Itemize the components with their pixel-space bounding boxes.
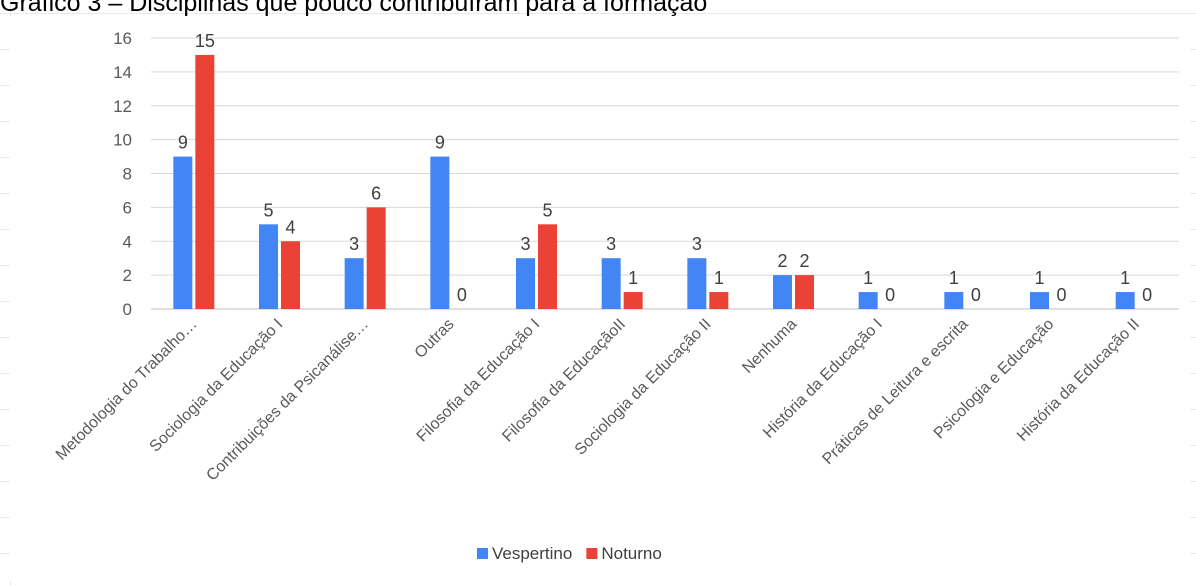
y-tick-label: 6 [123, 198, 132, 217]
bar-noturno [538, 224, 557, 309]
bar-vespertino [173, 156, 193, 309]
bar-vespertino [516, 258, 535, 309]
chart-area: 0 2 4 6 8 10 12 14 16 9 15 Metodologia do Trabalho…… [10, 16, 1190, 581]
data-label: 1 [1120, 268, 1130, 288]
x-category-label: Metodologia do Trabalho… [53, 316, 201, 464]
y-tick-label: 8 [123, 165, 132, 184]
chart-title: Gráfico 3 – Disciplinas que pouco contri… [0, 0, 708, 17]
x-category-label: Nenhuma [739, 316, 800, 377]
bar-noturno [795, 275, 814, 309]
data-label: 5 [542, 200, 552, 220]
bar-noturno [195, 54, 215, 309]
bar-vespertino [944, 292, 964, 309]
bar-vespertino [687, 258, 707, 309]
bar-vespertino [1030, 292, 1049, 309]
data-label: 6 [371, 183, 381, 203]
data-label: 0 [971, 285, 981, 305]
data-label: 15 [195, 31, 215, 51]
x-category-label: Outras [412, 316, 458, 362]
bar-vespertino [259, 224, 278, 309]
y-tick-label: 10 [113, 131, 132, 150]
bar-vespertino [1115, 292, 1135, 309]
y-tick-label: 16 [113, 29, 132, 48]
bar-vespertino [430, 156, 450, 309]
data-label: 0 [1142, 285, 1152, 305]
data-label: 0 [1056, 285, 1066, 305]
bar-vespertino [858, 292, 878, 309]
legend-swatch [586, 548, 598, 559]
legend-label: Noturno [601, 544, 661, 563]
bar-noturno [366, 207, 386, 309]
data-label: 3 [349, 234, 359, 254]
y-tick-label: 4 [123, 232, 132, 251]
data-label: 1 [949, 268, 959, 288]
y-tick-label: 2 [123, 266, 132, 285]
bar-noturno [709, 292, 729, 309]
legend-label: Vespertino [492, 544, 572, 563]
data-label: 1 [1034, 268, 1044, 288]
data-label: 1 [714, 268, 724, 288]
data-label: 4 [285, 217, 295, 237]
data-label: 1 [863, 268, 873, 288]
bar-noturno [623, 292, 643, 309]
bar-noturno [281, 241, 300, 309]
data-label: 3 [520, 234, 530, 254]
bar-vespertino [601, 258, 621, 309]
data-label: 0 [885, 285, 895, 305]
y-tick-label: 12 [113, 97, 132, 116]
data-label: 2 [777, 251, 787, 271]
data-label: 3 [692, 234, 702, 254]
y-tick-label: 0 [123, 300, 132, 319]
data-label: 0 [457, 285, 467, 305]
data-label: 3 [606, 234, 616, 254]
data-label: 9 [178, 133, 188, 153]
data-label: 5 [263, 200, 273, 220]
x-category-label: Práticas de Leitura e escrita [819, 316, 971, 468]
legend-swatch [477, 548, 488, 559]
data-label: 1 [628, 268, 638, 288]
bar-vespertino [773, 275, 792, 309]
x-category-label: Contribuições da Psicanálise… [203, 316, 372, 485]
bar-vespertino [344, 258, 364, 309]
x-category-label: Sociologia da Educação II [572, 316, 715, 459]
y-tick-label: 14 [113, 63, 132, 82]
data-label: 2 [799, 251, 809, 271]
data-label: 9 [435, 133, 445, 153]
